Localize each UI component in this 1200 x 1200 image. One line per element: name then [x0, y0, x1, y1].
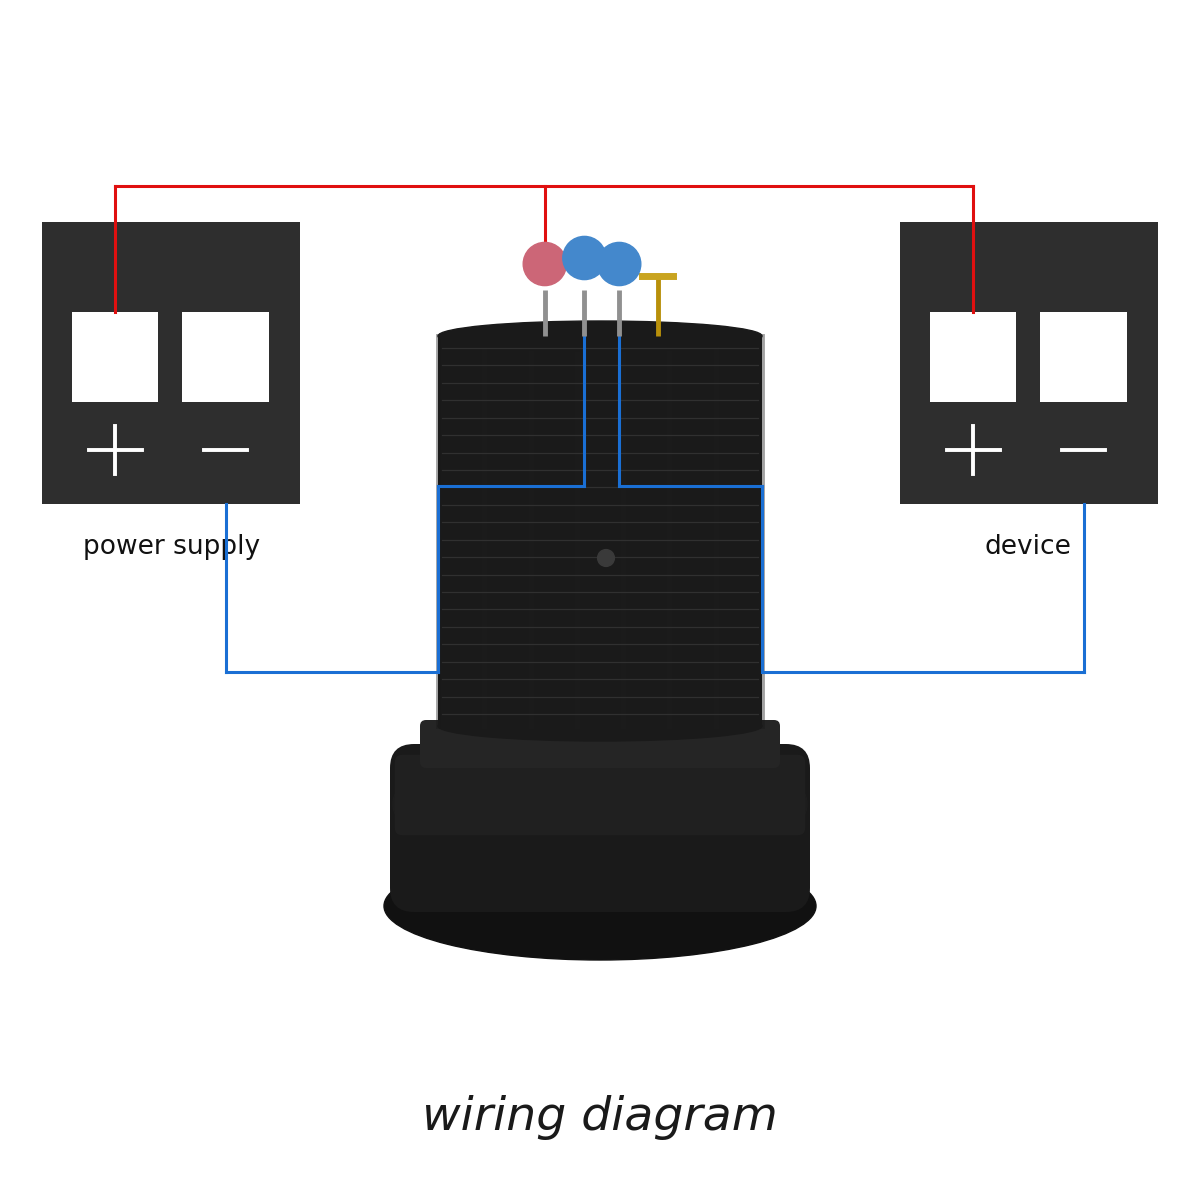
Circle shape [563, 236, 606, 280]
Bar [182, 312, 269, 402]
Bar [438, 336, 762, 726]
Bar [42, 222, 300, 504]
Ellipse shape [517, 757, 547, 796]
Ellipse shape [415, 770, 445, 809]
Bar [900, 222, 1158, 504]
Circle shape [598, 550, 614, 566]
Ellipse shape [442, 764, 472, 803]
Ellipse shape [778, 785, 808, 823]
Bar [1040, 312, 1127, 402]
Ellipse shape [438, 320, 762, 350]
Ellipse shape [755, 770, 785, 809]
Ellipse shape [694, 760, 724, 798]
Text: device: device [985, 534, 1072, 560]
FancyBboxPatch shape [395, 755, 805, 835]
Ellipse shape [438, 710, 762, 740]
Ellipse shape [653, 757, 683, 796]
Bar [72, 312, 158, 402]
FancyBboxPatch shape [390, 744, 810, 912]
Ellipse shape [728, 764, 758, 803]
Ellipse shape [384, 852, 816, 960]
Circle shape [598, 242, 641, 286]
FancyBboxPatch shape [420, 720, 780, 768]
Text: wiring diagram: wiring diagram [422, 1094, 778, 1140]
Text: power supply: power supply [83, 534, 260, 560]
Ellipse shape [398, 778, 428, 816]
Ellipse shape [562, 755, 592, 793]
Bar [930, 312, 1016, 402]
Ellipse shape [392, 785, 422, 823]
Ellipse shape [772, 778, 802, 816]
Circle shape [523, 242, 566, 286]
Ellipse shape [608, 755, 638, 793]
Ellipse shape [476, 760, 506, 798]
